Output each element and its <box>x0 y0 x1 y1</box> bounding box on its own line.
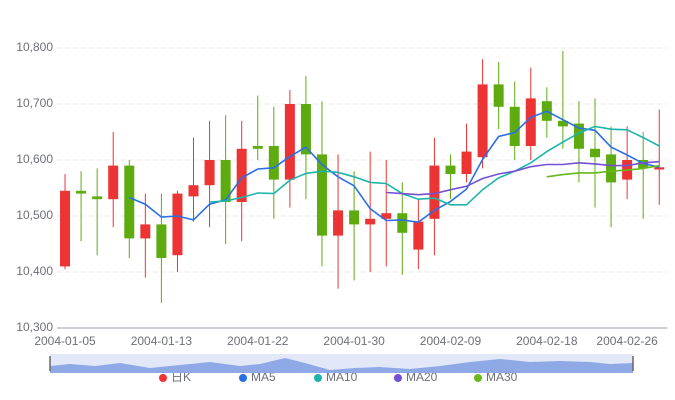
candle-body <box>76 190 87 194</box>
candle-body <box>156 224 167 258</box>
legend-label[interactable]: MA30 <box>486 370 518 384</box>
candle-body <box>316 154 327 236</box>
candle-body <box>445 165 456 174</box>
candle-body <box>461 151 472 174</box>
legend-icon <box>314 374 322 382</box>
candle-body <box>573 123 584 149</box>
candle-body <box>204 160 215 186</box>
legend-icon <box>474 374 482 382</box>
x-tick-label: 2004-02-09 <box>420 334 482 348</box>
candle-body <box>124 165 135 239</box>
candle-body <box>220 160 231 202</box>
y-tick-label: 10,600 <box>16 152 53 166</box>
candle-body <box>365 218 376 225</box>
slider-preview <box>50 358 633 373</box>
x-tick-label: 2004-02-26 <box>596 334 658 348</box>
plot-area: 10,300 10,400 10,500 10,600 10,700 10,800 2004… <box>16 40 668 348</box>
legend-icon <box>159 374 167 382</box>
legend-label[interactable]: MA5 <box>251 370 276 384</box>
candle-body <box>268 146 279 180</box>
candle-body <box>477 84 488 158</box>
x-tick-label: 2004-01-30 <box>323 334 385 348</box>
candle-body <box>236 148 247 202</box>
y-tick-label: 10,500 <box>16 208 53 222</box>
x-tick-label: 2004-01-05 <box>34 334 96 348</box>
y-tick-label: 10,700 <box>16 96 53 110</box>
candle-body <box>397 213 408 233</box>
candle-body <box>300 104 311 155</box>
candle-body <box>429 165 440 219</box>
ma-line <box>209 125 660 206</box>
ma-line <box>546 164 660 178</box>
legend-label[interactable]: MA10 <box>326 370 358 384</box>
y-tick-label: 10,400 <box>16 264 53 278</box>
legend: 日K MA5 MA10 MA20 MA30 <box>159 370 518 384</box>
candle-body <box>188 185 199 197</box>
candle-body <box>172 193 183 256</box>
candle-body <box>349 210 360 225</box>
candle-body <box>140 224 151 239</box>
y-tick-label: 10,300 <box>16 320 53 334</box>
x-tick-label: 2004-02-18 <box>516 334 578 348</box>
candle-body <box>60 190 71 267</box>
x-tick-label: 2004-01-13 <box>131 334 193 348</box>
candle-body <box>509 106 520 146</box>
legend-icon <box>239 374 247 382</box>
candle-body <box>333 210 344 236</box>
legend-label[interactable]: MA20 <box>406 370 438 384</box>
data-zoom-slider[interactable] <box>49 354 634 373</box>
candle-body <box>557 120 568 127</box>
candle-body <box>381 213 392 219</box>
legend-icon <box>394 374 402 382</box>
candle-body <box>606 154 617 183</box>
candle-body <box>525 98 536 146</box>
candle-body <box>284 104 295 180</box>
candle-body <box>590 148 601 158</box>
candle-body <box>252 146 263 149</box>
candle-body <box>493 84 504 107</box>
ma-line <box>386 160 660 196</box>
candle-body <box>92 196 103 200</box>
legend-label[interactable]: 日K <box>171 370 191 384</box>
x-tick-label: 2004-01-22 <box>227 334 289 348</box>
candle-body <box>654 167 665 170</box>
candle-body <box>108 165 119 200</box>
y-tick-label: 10,800 <box>16 40 53 54</box>
candle-body <box>413 221 424 250</box>
